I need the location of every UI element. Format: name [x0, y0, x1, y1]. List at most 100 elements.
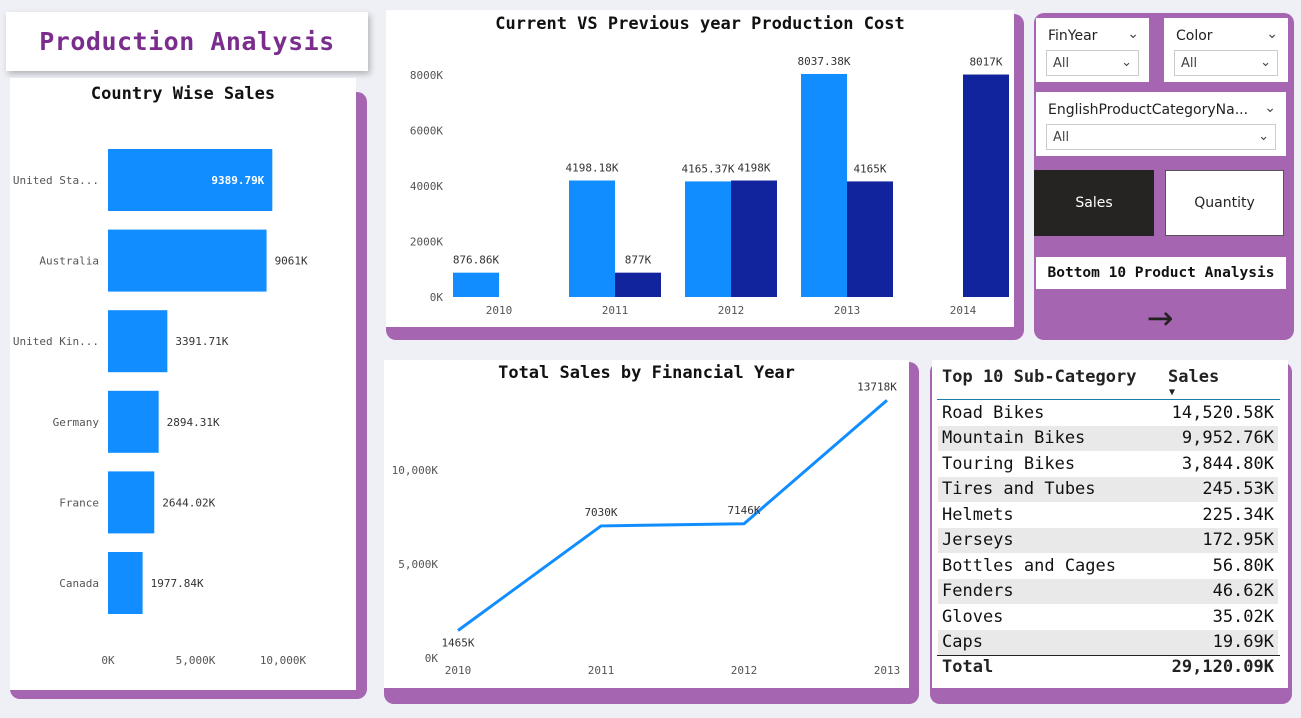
cost-value-label: 4165K	[853, 162, 886, 175]
cost-y-tick: 6000K	[410, 125, 443, 138]
table-row[interactable]: Helmets 225.34K	[938, 502, 1278, 528]
country-sales-chart[interactable]: United Sta... 9389.79K Australia 9061K Unite…	[10, 78, 356, 690]
country-value-label: 9389.79K	[211, 174, 264, 187]
subcategory-name: Gloves	[942, 606, 1004, 627]
finyear-value: All	[1053, 56, 1070, 71]
subcategory-name: Tires and Tubes	[938, 476, 1150, 502]
cost-x-tick: 2010	[486, 304, 513, 317]
country-category-label: Germany	[53, 416, 100, 429]
color-value: All	[1181, 56, 1198, 71]
top10-table-body: Road Bikes 14,520.58K Mountain Bikes 9,952.…	[938, 400, 1278, 655]
cost-value-label: 877K	[625, 254, 652, 267]
country-sales-panel[interactable]: Country Wise Sales United Sta... 9389.79K…	[10, 78, 356, 690]
total-x-tick: 2013	[874, 664, 901, 677]
arrow-right-icon[interactable]: →	[1146, 299, 1174, 337]
cost-value-label: 4165.37K	[682, 162, 735, 175]
color-slicer[interactable]: Color ⌄ All ⌄	[1164, 18, 1288, 82]
total-value-label: 1465K	[441, 636, 474, 649]
country-category-label: Canada	[59, 577, 99, 590]
category-value: All	[1053, 130, 1070, 145]
subcategory-name: Jerseys	[938, 527, 1150, 553]
color-dropdown[interactable]: All ⌄	[1174, 50, 1278, 76]
subcategory-name: Helmets	[942, 504, 1014, 525]
bottom-10-button[interactable]: Bottom 10 Product Analysis	[1036, 257, 1286, 289]
production-cost-panel[interactable]: Current VS Previous year Production Cost…	[386, 10, 1014, 327]
subcategory-sales: 19.69K	[1149, 629, 1278, 655]
cost-x-tick: 2012	[718, 304, 745, 317]
country-category-label: United Sta...	[13, 174, 99, 187]
total-value-label: 13718K	[857, 380, 897, 393]
cost-bar	[847, 181, 893, 297]
country-x-tick: 5,000K	[176, 654, 216, 667]
cost-value-label: 876.86K	[453, 254, 500, 267]
country-bar	[108, 471, 155, 534]
cost-y-tick: 8000K	[410, 69, 443, 82]
total-sales-panel[interactable]: Total Sales by Financial Year 0K 5,000K 10…	[384, 360, 909, 688]
table-row[interactable]: Caps 19.69K	[938, 629, 1278, 655]
cost-y-tick: 0K	[430, 291, 444, 304]
total-value-label: 7030K	[584, 506, 617, 519]
subcategory-sales: 35.02K	[1212, 606, 1274, 627]
country-sales-title: Country Wise Sales	[90, 84, 276, 104]
total-x-tick: 2010	[445, 664, 472, 677]
total-label: Total	[942, 657, 994, 677]
table-row[interactable]: Jerseys 172.95K	[938, 527, 1278, 553]
table-row[interactable]: Tires and Tubes 245.53K	[938, 476, 1278, 502]
country-value-label: 3391.71K	[175, 335, 228, 348]
sort-desc-icon[interactable]: ▼	[1169, 387, 1176, 398]
chevron-down-icon: ⌄	[1121, 55, 1132, 70]
table-row[interactable]: Touring Bikes 3,844.80K	[938, 451, 1278, 477]
finyear-dropdown[interactable]: All ⌄	[1046, 50, 1139, 76]
chevron-down-icon: ⌄	[1258, 129, 1269, 144]
total-sales-line	[457, 399, 888, 632]
table-row[interactable]: Gloves 35.02K	[938, 604, 1278, 630]
table-row[interactable]: Road Bikes 14,520.58K	[938, 400, 1278, 426]
top10-header-sales[interactable]: Sales	[1168, 367, 1220, 387]
quantity-button[interactable]: Quantity	[1165, 170, 1284, 236]
production-cost-chart[interactable]: 0K 2000K 4000K 6000K 8000K 2010 876.86K 2011 419…	[386, 10, 1014, 327]
total-y-tick: 10,000K	[392, 464, 439, 477]
subcategory-name: Touring Bikes	[942, 453, 1076, 474]
country-category-label: Australia	[39, 255, 99, 268]
total-x-tick: 2012	[731, 664, 758, 677]
country-bar	[108, 149, 273, 211]
country-value-label: 2894.31K	[167, 416, 220, 429]
subcategory-sales: 9,952.76K	[1149, 425, 1278, 451]
category-label: EnglishProductCategoryNa...	[1048, 102, 1249, 118]
subcategory-name: Caps	[938, 629, 1150, 655]
cost-y-tick: 2000K	[410, 236, 443, 249]
cost-x-tick: 2011	[602, 304, 629, 317]
country-value-label: 2644.02K	[162, 496, 215, 509]
page-title-card: Production Analysis	[6, 12, 368, 71]
chevron-up-icon[interactable]: ⌄	[1266, 26, 1278, 42]
chevron-up-icon[interactable]: ⌄	[1264, 100, 1276, 116]
subcategory-sales: 46.62K	[1149, 578, 1278, 604]
finyear-label: FinYear	[1048, 28, 1098, 44]
table-row[interactable]: Bottles and Cages 56.80K	[938, 553, 1278, 579]
cost-value-label: 4198.18K	[566, 162, 619, 175]
cost-bar	[615, 272, 661, 297]
category-dropdown[interactable]: All ⌄	[1046, 124, 1276, 150]
cost-x-tick: 2014	[950, 304, 977, 317]
top10-header-subcategory[interactable]: Top 10 Sub-Category	[942, 367, 1137, 387]
cost-value-label: 4198K	[737, 162, 770, 175]
total-sales-chart[interactable]: 0K 5,000K 10,000K 2010 1465K 2011 7030K 2012 714…	[384, 360, 909, 688]
country-category-label: United Kin...	[13, 335, 99, 348]
table-row[interactable]: Mountain Bikes 9,952.76K	[938, 425, 1278, 451]
chevron-up-icon[interactable]: ⌄	[1127, 26, 1139, 42]
total-x-tick: 2011	[588, 664, 615, 677]
total-y-tick: 5,000K	[398, 558, 438, 571]
category-slicer[interactable]: EnglishProductCategoryNa... ⌄ All ⌄	[1036, 92, 1286, 156]
total-value-label: 7146K	[727, 504, 760, 517]
total-y-tick: 0K	[425, 652, 439, 665]
subcategory-sales: 225.34K	[1202, 504, 1274, 525]
cost-bar	[453, 272, 499, 297]
table-row[interactable]: Fenders 46.62K	[938, 578, 1278, 604]
country-bar	[108, 310, 168, 373]
cost-bar	[801, 73, 847, 297]
subcategory-name: Road Bikes	[942, 402, 1045, 423]
sales-button[interactable]: Sales	[1034, 170, 1154, 236]
finyear-slicer[interactable]: FinYear ⌄ All ⌄	[1036, 18, 1149, 82]
subcategory-sales: 14,520.58K	[1171, 402, 1274, 423]
top10-panel[interactable]: Top 10 Sub-Category Sales ▼ Road Bikes 14…	[932, 360, 1288, 688]
